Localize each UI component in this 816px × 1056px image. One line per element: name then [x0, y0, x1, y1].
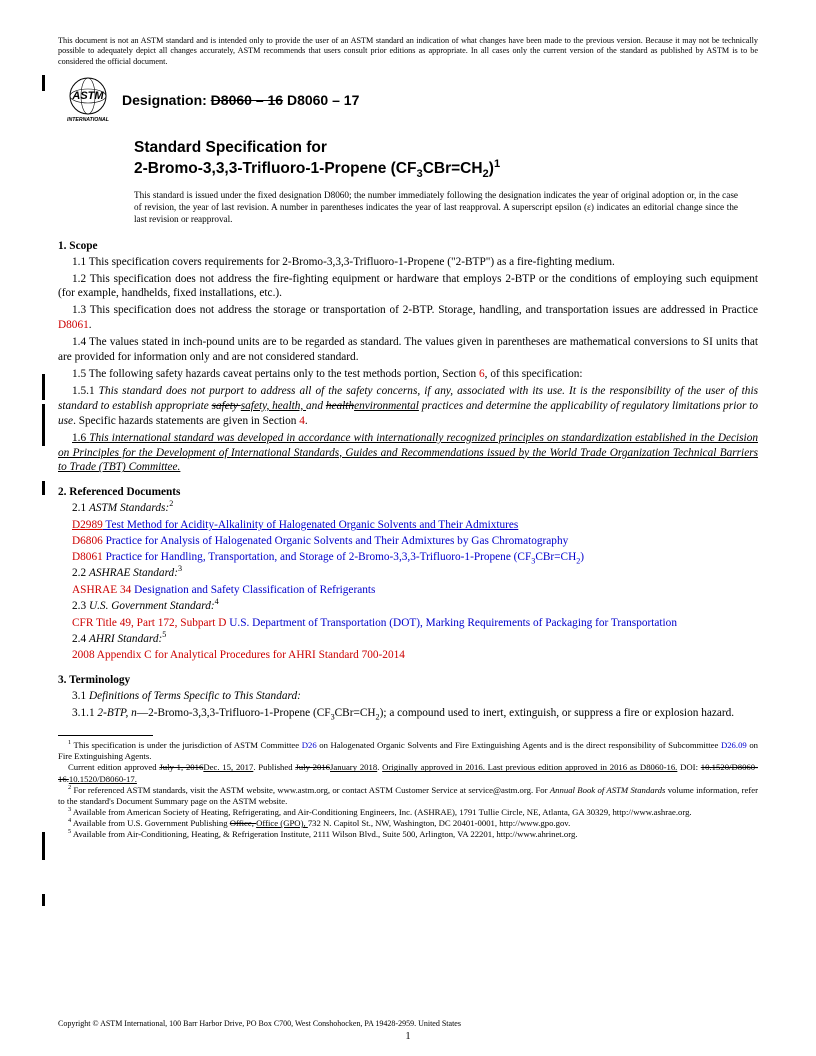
- footnote-5: 5 Available from Air-Conditioning, Heati…: [58, 829, 758, 840]
- astm-logo: ASTM INTERNATIONAL: [64, 76, 112, 124]
- footnote-4: 4 Available from U.S. Government Publish…: [58, 818, 758, 829]
- link-d2989[interactable]: D2989: [72, 519, 103, 531]
- change-bar: [42, 404, 45, 446]
- para-3-1: 3.1 Definitions of Terms Specific to Thi…: [58, 689, 758, 704]
- para-1-6: 1.6 This international standard was deve…: [58, 431, 758, 476]
- para-2-3: 2.3 U.S. Government Standard:4: [58, 599, 758, 614]
- document-page: This document is not an ASTM standard an…: [0, 0, 816, 860]
- change-bar: [42, 75, 45, 91]
- footnote-2: 2 For referenced ASTM standards, visit t…: [58, 785, 758, 807]
- title-line2b: CBr=CH: [423, 160, 483, 177]
- svg-text:INTERNATIONAL: INTERNATIONAL: [67, 117, 109, 123]
- designation-text: Designation: D8060 – 16 D8060 – 17: [122, 92, 359, 108]
- para-2-1: 2.1 ASTM Standards:2: [58, 501, 758, 516]
- link-ahri[interactable]: 2008 Appendix C for Analytical Procedure…: [72, 649, 405, 661]
- para-1-4: 1.4 The values stated in inch-pound unit…: [58, 335, 758, 365]
- disclaimer-text: This document is not an ASTM standard an…: [58, 36, 758, 67]
- title-line1: Standard Specification for: [134, 139, 327, 156]
- change-bar: [42, 374, 45, 400]
- para-1-3: 1.3 This specification does not address …: [58, 303, 758, 333]
- section-2-head: 2. Referenced Documents: [58, 486, 758, 498]
- link-d6806[interactable]: D6806: [72, 535, 103, 547]
- link-committee-d26[interactable]: D26: [302, 740, 317, 750]
- link-subcommittee-d2609[interactable]: D26.09: [721, 740, 747, 750]
- footnote-1-line2: Current edition approved July 1, 2016Dec…: [58, 762, 758, 784]
- section-3-head: 3. Terminology: [58, 674, 758, 686]
- para-2-4: 2.4 AHRI Standard:5: [58, 632, 758, 647]
- para-1-1: 1.1 This specification covers requiremen…: [58, 255, 758, 270]
- para-1-5-1: 1.5.1 This standard does not purport to …: [58, 384, 758, 429]
- title-block: Standard Specification for 2-Bromo-3,3,3…: [134, 138, 758, 180]
- ref-cfr: CFR Title 49, Part 172, Subpart D U.S. D…: [58, 616, 758, 631]
- copyright-notice: Copyright © ASTM International, 100 Barr…: [58, 1019, 461, 1028]
- footnote-1: 1 This specification is under the jurisd…: [58, 740, 758, 762]
- designation-label: Designation:: [122, 92, 211, 108]
- footnote-separator: [58, 735, 153, 736]
- link-d8061[interactable]: D8061: [58, 319, 89, 331]
- change-bar: [42, 894, 45, 906]
- document-title: Standard Specification for 2-Bromo-3,3,3…: [134, 138, 758, 180]
- ref-d6806: D6806 Practice for Analysis of Halogenat…: [58, 534, 758, 549]
- link-cfr49[interactable]: CFR Title 49, Part 172, Subpart D: [72, 617, 226, 629]
- issue-note: This standard is issued under the fixed …: [134, 190, 738, 226]
- title-footnote-ref: 1: [494, 158, 500, 170]
- para-1-5: 1.5 The following safety hazards caveat …: [58, 367, 758, 382]
- page-number: 1: [0, 1031, 816, 1042]
- para-1-2: 1.2 This specification does not address …: [58, 272, 758, 302]
- ref-ashrae34: ASHRAE 34 Designation and Safety Classif…: [58, 583, 758, 598]
- link-d8061-2[interactable]: D8061: [72, 551, 103, 563]
- link-ashrae34[interactable]: ASHRAE 34: [72, 584, 131, 596]
- designation-new: D8060 – 17: [283, 92, 359, 108]
- footnote-3: 3 Available from American Society of Hea…: [58, 807, 758, 818]
- title-line2a: 2-Bromo-3,3,3-Trifluoro-1-Propene (CF: [134, 160, 416, 177]
- para-2-2: 2.2 ASHRAE Standard:3: [58, 566, 758, 581]
- change-bar: [42, 481, 45, 495]
- svg-text:ASTM: ASTM: [71, 90, 104, 102]
- section-1-head: 1. Scope: [58, 240, 758, 252]
- ref-d2989: D2989 Test Method for Acidity-Alkalinity…: [58, 518, 758, 533]
- ref-ahri: 2008 Appendix C for Analytical Procedure…: [58, 648, 758, 663]
- designation-old: D8060 – 16: [211, 92, 283, 108]
- header-row: ASTM INTERNATIONAL Designation: D8060 – …: [64, 76, 758, 124]
- change-bar: [42, 832, 45, 860]
- para-3-1-1: 3.1.1 2-BTP, n—2-Bromo-3,3,3-Trifluoro-1…: [58, 706, 758, 721]
- ref-d8061: D8061 Practice for Handling, Transportat…: [58, 550, 758, 565]
